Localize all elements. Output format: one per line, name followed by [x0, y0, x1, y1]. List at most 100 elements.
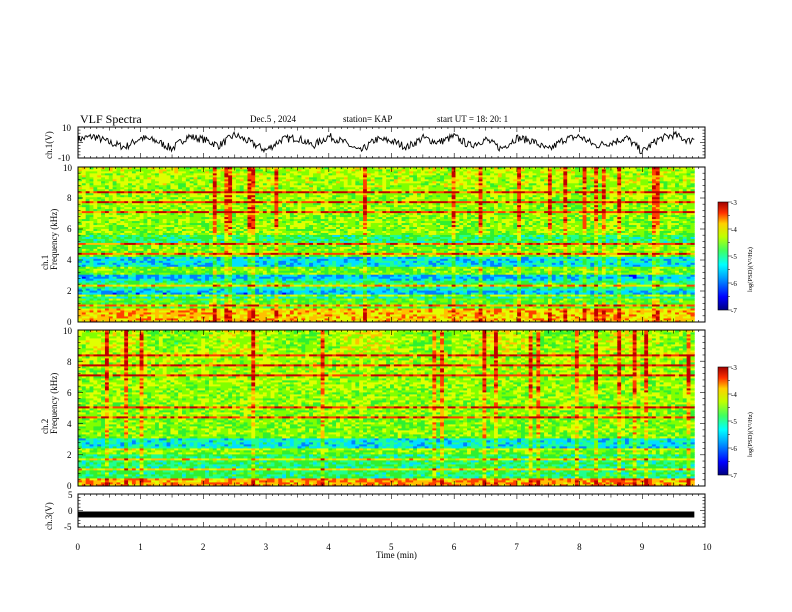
spectrogram-cell [112, 276, 117, 279]
spectrogram-cell [193, 302, 198, 305]
spectrogram-cell [93, 302, 98, 305]
spectrogram-cell [81, 184, 87, 188]
spectrogram-cell [143, 180, 148, 184]
spectrogram-cell [78, 216, 83, 220]
spectrogram-cell [89, 306, 94, 309]
spectrogram-cell [212, 296, 218, 299]
spectrogram-cell [208, 178, 214, 182]
spectrogram-cell [155, 236, 160, 239]
spectrogram-cell [235, 260, 241, 263]
spectrogram-cell [128, 174, 133, 178]
spectrogram-cell [208, 240, 214, 243]
spectrogram-cell [104, 292, 110, 295]
spectrogram-cell [128, 214, 133, 218]
spectrogram-cell [89, 278, 94, 281]
spectrogram-cell [235, 216, 241, 220]
spectrogram-cell [170, 234, 175, 237]
spectrogram-cell [216, 260, 221, 263]
spectrogram-cell [224, 274, 229, 277]
spectrogram-cell [235, 278, 241, 281]
spectrogram-cell [116, 204, 121, 208]
spectrogram-cell [93, 182, 98, 186]
spectrogram-cell [239, 236, 245, 239]
spectrogram-cell [197, 274, 202, 277]
spectrogram-cell [93, 198, 98, 202]
spectrogram-cell [128, 284, 133, 287]
spectrogram-cell [247, 170, 252, 174]
spectrogram-cell [174, 230, 179, 233]
spectrogram-cell [185, 300, 191, 303]
spectrogram-cell [247, 292, 252, 295]
spectrogram-cell [251, 272, 256, 275]
spectrogram-cell [255, 200, 260, 204]
spectrogram-cell [197, 178, 202, 182]
spectrogram-cell [139, 254, 144, 257]
spectrogram-cell [128, 302, 133, 305]
spectrogram-cell [166, 294, 171, 297]
spectrogram-cell [185, 238, 191, 241]
spectrogram-cell [93, 186, 98, 190]
spectrogram-cell [189, 206, 194, 210]
spectrogram-cell [135, 196, 141, 200]
spectrogram-cell [85, 312, 90, 315]
spectrogram-cell [93, 220, 98, 224]
spectrogram-cell [85, 304, 90, 307]
spectrogram-cell [78, 178, 83, 182]
spectrogram-cell [178, 168, 183, 172]
spectrogram-cell [178, 276, 183, 279]
spectrogram-cell [232, 184, 237, 188]
spectrogram-cell [139, 294, 144, 297]
spectrogram-cell [251, 296, 256, 299]
spectrogram-cell [101, 288, 106, 291]
spectrogram-cell [185, 170, 191, 174]
spectrogram-cell [116, 216, 121, 220]
spectrogram-cell [112, 264, 117, 267]
spectrogram-cell [205, 226, 210, 230]
spectrogram-cell [135, 274, 141, 277]
spectrogram-cell [228, 304, 233, 307]
spectrogram-cell [158, 304, 164, 307]
spectrogram-cell [166, 310, 171, 313]
spectrogram-cell [101, 188, 106, 192]
spectrogram-cell [155, 178, 160, 182]
spectrogram-cell [197, 284, 202, 287]
spectrogram-cell [220, 290, 225, 293]
spectrogram-cell [116, 230, 121, 233]
spectrogram-cell [185, 282, 191, 285]
spectrogram-cell [112, 274, 117, 277]
spectrogram-cell [97, 290, 102, 293]
spectrogram-cell [112, 240, 117, 243]
spectrogram-cell [239, 260, 245, 263]
spectrogram-cell [243, 288, 248, 291]
spectrogram-cell [143, 242, 148, 245]
spectrogram-cell [182, 286, 187, 289]
spectrogram-cell [139, 290, 144, 293]
spectrogram-cell [201, 290, 206, 293]
spectrogram-cell [182, 242, 187, 245]
spectrogram-cell [208, 206, 214, 210]
spectrogram-cell [182, 290, 187, 293]
spectrogram-cell [147, 272, 152, 275]
spectrogram-cell [147, 280, 152, 283]
spectrogram-cell [131, 248, 137, 251]
spectrogram-cell [178, 244, 183, 247]
spectrogram-cell [255, 284, 260, 287]
spectrogram-cell [112, 320, 117, 323]
spectrogram-cell [93, 234, 98, 237]
spectrogram-cell [239, 232, 245, 235]
spectrogram-cell [128, 274, 133, 277]
spectrogram-cell [182, 262, 187, 265]
spectrogram-cell [81, 274, 87, 277]
spectrogram-cell [235, 224, 241, 228]
spectrogram-cell [104, 232, 110, 235]
spectrogram-cell [93, 258, 98, 261]
spectrogram-cell [128, 272, 133, 275]
spectrogram-cell [139, 238, 144, 241]
spectrogram-cell [170, 256, 175, 259]
spectrogram-cell [81, 240, 87, 243]
spectrogram-cell [224, 188, 229, 192]
spectrogram-cell [182, 310, 187, 313]
spectrogram-cell [155, 316, 160, 319]
spectrogram-cell [78, 254, 83, 257]
